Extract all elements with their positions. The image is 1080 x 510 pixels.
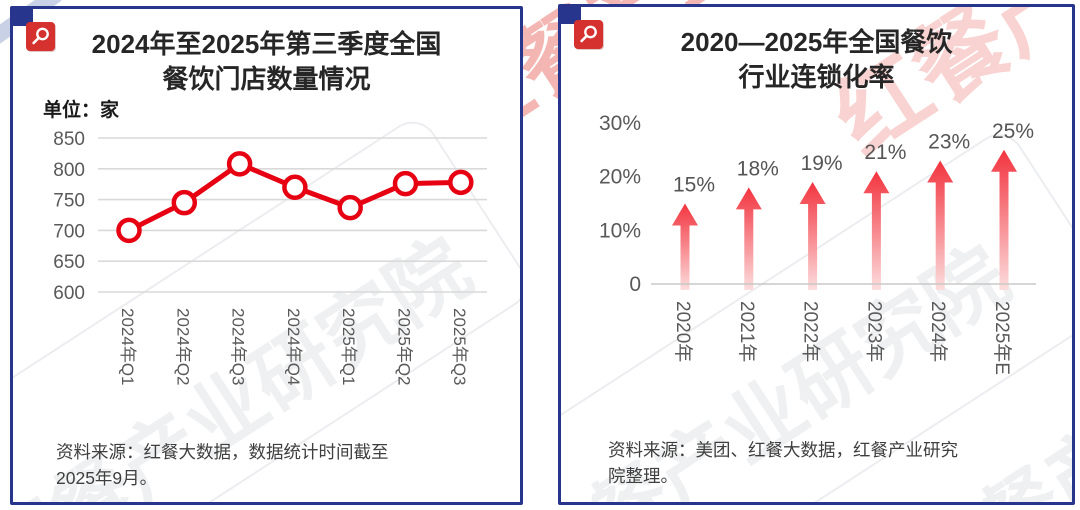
x-tick-label: 2023年 [863, 301, 885, 362]
data-point-marker [392, 170, 419, 197]
data-label: 19% [801, 152, 843, 175]
corner-accent-square [561, 7, 581, 24]
data-point-marker [448, 169, 474, 196]
data-point-marker [116, 217, 142, 244]
right-source-line2: 院整理。 [608, 466, 678, 486]
corner-accent-square [13, 9, 33, 26]
right-chart-title: 2020—2025年全国餐饮 行业连锁化率 [561, 25, 1072, 95]
x-tick-label: 2024年Q1 [118, 308, 137, 386]
x-tick-label: 2025年Q2 [395, 308, 414, 386]
y-tick-label: 10% [599, 219, 641, 242]
left-chart-title-line2: 餐饮门店数量情况 [162, 64, 371, 94]
y-tick-label: 750 [53, 191, 85, 212]
right-source-line1: 资料来源：美团、红餐大数据，红餐产业研究 [608, 440, 958, 460]
right-chart-title-line2: 行业连锁化率 [738, 62, 895, 92]
x-tick-label: 2024年Q4 [284, 308, 303, 386]
x-tick-label: 2024年Q3 [229, 308, 248, 386]
arrow-bar [863, 171, 890, 290]
left-source-note: 资料来源：红餐大数据，数据统计时间截至 2025年9月。 [56, 439, 496, 491]
y-tick-label: 850 [53, 129, 85, 150]
x-tick-label: 2025年E [991, 301, 1013, 375]
data-point-marker [337, 194, 363, 221]
y-tick-label: 800 [53, 160, 85, 181]
panel-store-count-chart: 红餐产业研究院 2024年至2025年第三季度全国 餐饮门店数量情况 单位：家 … [10, 6, 523, 505]
data-label: 18% [737, 157, 779, 180]
y-tick-label: 600 [53, 283, 85, 304]
magnifier-icon [574, 20, 603, 49]
y-tick-label: 700 [53, 221, 85, 242]
unit-label: 单位：家 [43, 100, 120, 121]
data-point-marker [226, 151, 253, 177]
left-source-line2: 2025年9月。 [56, 468, 158, 488]
arrow-bar [799, 181, 826, 290]
x-tick-label: 2021年 [736, 301, 758, 362]
magnifier-icon [26, 22, 55, 51]
arrow-bar [927, 160, 954, 290]
data-point-marker [282, 174, 308, 201]
data-label: 15% [673, 173, 715, 196]
left-chart-title: 2024年至2025年第三季度全国 餐饮门店数量情况 [13, 27, 520, 97]
panel-chain-rate-chart: 红餐产业研究院 红餐产业 红餐产业 2020—2025年全国餐饮 行业连锁化率 … [558, 4, 1075, 505]
y-tick-label: 20% [599, 166, 641, 189]
line-chart: 850 800 750 700 650 600 2024年Q1 2024年Q2 2024年Q3 2… [13, 116, 520, 446]
left-source-line1: 资料来源：红餐大数据，数据统计时间截至 [56, 442, 389, 462]
x-tick-label: 2020年 [672, 301, 694, 362]
arrow-bar [735, 187, 762, 290]
x-tick-label: 2025年Q3 [450, 308, 469, 386]
right-chart-title-line1: 2020—2025年全国餐饮 [680, 27, 953, 57]
data-point-marker [171, 189, 198, 216]
data-label: 21% [864, 141, 906, 164]
x-tick-label: 2025年Q1 [339, 308, 358, 386]
x-tick-label: 2022年 [800, 301, 822, 362]
x-tick-label: 2024年 [927, 301, 949, 362]
data-label: 23% [928, 130, 970, 153]
y-tick-label: 650 [53, 252, 85, 273]
right-source-note: 资料来源：美团、红餐大数据，红餐产业研究 院整理。 [608, 437, 1058, 489]
x-tick-label: 2024年Q2 [173, 308, 192, 386]
data-label: 25% [992, 120, 1034, 143]
y-tick-label: 0 [629, 273, 641, 296]
left-chart-title-line1: 2024年至2025年第三季度全国 [91, 29, 442, 59]
arrow-bar [672, 203, 698, 290]
arrow-chart: 30% 20% 10% 0 15% 18% 19% 21% 23% 25% 2020年 2021年 20… [561, 107, 1072, 442]
arrow-bar [991, 149, 1017, 290]
y-tick-label: 30% [599, 112, 641, 135]
